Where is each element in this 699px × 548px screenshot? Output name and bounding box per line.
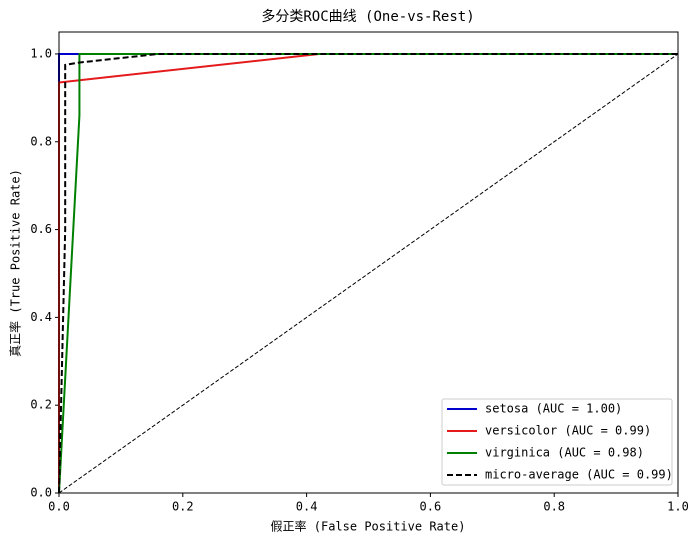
legend-box [441,398,673,486]
y-tick-label: 1.0 [30,46,52,60]
x-tick-label: 0.4 [296,500,318,514]
legend-label: versicolor (AUC = 0.99) [485,424,651,438]
legend-label: setosa (AUC = 1.00) [485,402,622,416]
y-tick-label: 0.0 [30,486,52,500]
x-tick-label: 0.8 [543,500,565,514]
roc-curve [58,52,678,494]
x-axis-label: 假正率 (False Positive Rate) [271,519,466,534]
x-tick-label: 0.2 [172,500,194,514]
y-tick-label: 0.6 [30,222,52,236]
y-axis-label: 真正率 (True Positive Rate) [8,169,23,357]
x-tick-label: 0.6 [420,500,442,514]
legend-label: virginica (AUC = 0.98) [485,446,644,460]
plot-frame [58,31,679,494]
x-tick-label: 1.0 [667,500,689,514]
y-tick-label: 0.4 [30,310,52,324]
x-tick-label: 0.0 [48,500,70,514]
y-tick-label: 0.8 [30,134,52,148]
y-tick-label: 0.2 [30,398,52,412]
legend-label: micro-average (AUC = 0.99) [485,468,673,482]
reference-line [58,53,679,494]
chart-title: 多分类ROC曲线 (One-vs-Rest) [261,8,474,25]
